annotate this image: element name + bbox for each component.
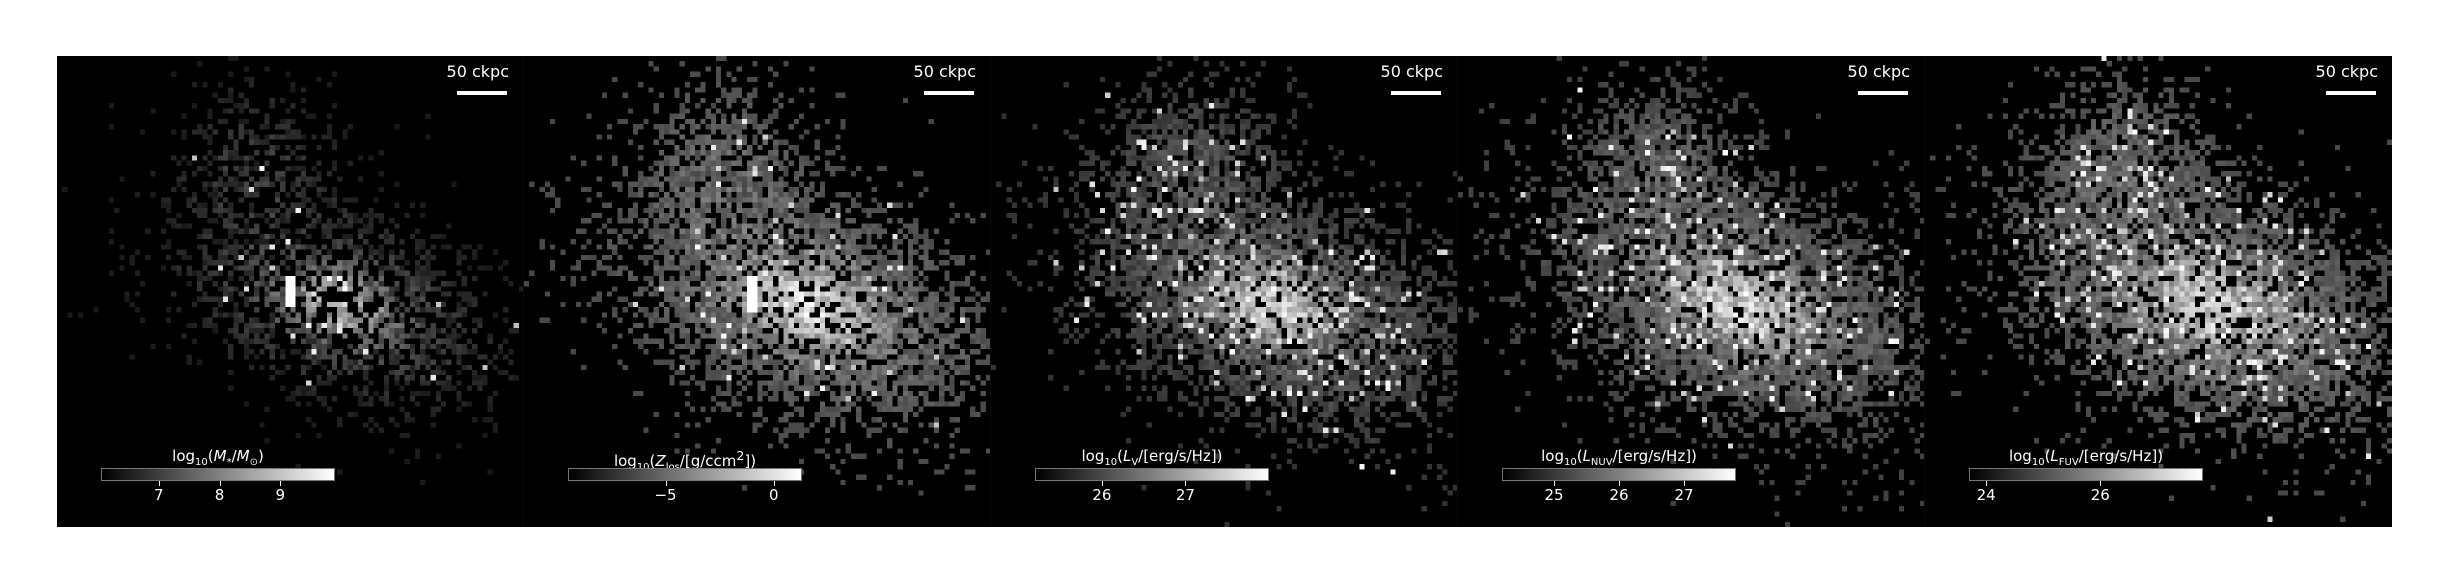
colorbar-label: log10(LNUV/[erg/s/Hz]) (1541, 447, 1697, 468)
panel-metallicity: 50 ckpc log10(Zlos/[g/ccm2]) −5 0 (524, 56, 991, 527)
colorbar: log10(LFUV/[erg/s/Hz]) 24 26 (1969, 446, 2203, 506)
colorbar-tick-label: 27 (1674, 486, 1694, 504)
image-strip: 50 ckpc log10(M*/M⊙) 7 8 9 50 ckpc log10(Z… (57, 56, 2392, 527)
colorbar-tick-label: 25 (1544, 486, 1564, 504)
scale-label: 50 ckpc (1847, 62, 1910, 81)
colorbar-tick (158, 481, 160, 486)
panel-v-luminosity: 50 ckpc log10(LV/[erg/s/Hz]) 26 27 (991, 56, 1458, 527)
metallicity-map (524, 56, 990, 527)
colorbar-label: log10(LFUV/[erg/s/Hz]) (2008, 447, 2164, 468)
colorbar-label: log10(M*/M⊙) (172, 447, 264, 468)
colorbar-tick-label: 26 (2090, 486, 2110, 504)
colorbar-gradient (101, 468, 335, 481)
colorbar-tick-label: 0 (769, 486, 779, 504)
colorbar-tick (1986, 481, 1988, 486)
stellar-mass-map (57, 56, 523, 527)
scale-bar (1391, 91, 1441, 95)
fuv-luminosity-map (1925, 56, 2392, 527)
panel-stellar-mass: 50 ckpc log10(M*/M⊙) 7 8 9 (57, 56, 524, 527)
colorbar-tick (1684, 481, 1685, 486)
panel-nuv-luminosity: 50 ckpc log10(LNUV/[erg/s/Hz]) 25 26 27 (1458, 56, 1925, 527)
colorbar-tick-label: 27 (1175, 486, 1195, 504)
scale-bar (457, 91, 507, 95)
colorbar-tick-label: −5 (654, 486, 677, 504)
scale-bar (924, 91, 974, 95)
nuv-luminosity-map (1458, 56, 1924, 527)
scale-label: 50 ckpc (913, 62, 976, 81)
colorbar-gradient (1502, 468, 1736, 481)
colorbar-gradient (568, 468, 802, 481)
colorbar-tick (665, 481, 667, 486)
colorbar-tick-label: 8 (214, 486, 225, 504)
v-luminosity-map (991, 56, 1457, 527)
colorbar-tick (1101, 481, 1103, 486)
scale-bar (2326, 91, 2376, 95)
scale-bar (1858, 91, 1908, 95)
colorbar-tick-label: 9 (275, 486, 286, 504)
scale-label: 50 ckpc (2315, 62, 2378, 81)
colorbar: log10(Zlos/[g/ccm2]) −5 0 (568, 446, 802, 506)
colorbar-tick-label: 26 (1609, 486, 1629, 504)
colorbar-tick-label: 7 (153, 486, 164, 504)
colorbar-tick-label: 24 (1976, 486, 1996, 504)
colorbar-tick (219, 481, 221, 486)
colorbar-gradient (1035, 468, 1269, 481)
scale-label: 50 ckpc (1380, 62, 1443, 81)
colorbar: log10(LNUV/[erg/s/Hz]) 25 26 27 (1502, 446, 1736, 506)
colorbar-tick (1185, 481, 1187, 486)
colorbar: log10(M*/M⊙) 7 8 9 (101, 446, 335, 506)
colorbar-tick (773, 481, 775, 486)
colorbar-label: log10(Zlos/[g/ccm2]) (613, 448, 757, 473)
panel-fuv-luminosity: 50 ckpc log10(LFUV/[erg/s/Hz]) 24 26 (1925, 56, 2392, 527)
colorbar-gradient (1969, 468, 2203, 481)
colorbar: log10(LV/[erg/s/Hz]) 26 27 (1035, 446, 1269, 506)
colorbar-tick (2100, 481, 2102, 486)
colorbar-tick-label: 26 (1092, 486, 1112, 504)
colorbar-tick (280, 481, 282, 486)
scale-label: 50 ckpc (446, 62, 509, 81)
colorbar-label: log10(LV/[erg/s/Hz]) (1081, 447, 1223, 468)
colorbar-tick (1554, 481, 1555, 486)
colorbar-tick (1619, 481, 1620, 486)
